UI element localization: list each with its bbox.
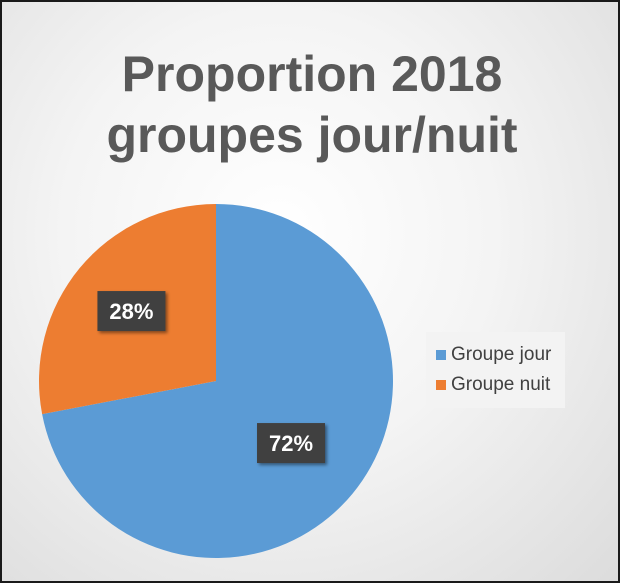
pie-slice-groupe-jour — [42, 204, 393, 558]
legend-item-groupe-nuit: Groupe nuit — [436, 372, 551, 398]
legend-swatch-groupe-nuit — [436, 380, 446, 390]
data-label-groupe-jour: 72% — [257, 423, 326, 464]
legend-swatch-groupe-jour — [436, 350, 446, 360]
chart-legend: Groupe jour Groupe nuit — [426, 332, 566, 408]
chart-title-line-2: groupes jour/nuit — [106, 107, 518, 163]
legend-item-groupe-jour: Groupe jour — [436, 342, 551, 368]
data-label-box — [97, 291, 166, 332]
data-label-groupe-nuit: 28% — [97, 291, 166, 332]
data-label-text: 28% — [109, 299, 153, 324]
data-label-box — [257, 423, 326, 464]
legend-label-groupe-nuit: Groupe nuit — [451, 374, 551, 395]
legend-label-groupe-jour: Groupe jour — [451, 344, 552, 365]
chart-title: Proportion 2018 groupes jour/nuit — [2, 44, 618, 166]
chart-title-line-1: Proportion 2018 — [121, 46, 503, 102]
data-label-text: 72% — [269, 431, 313, 456]
